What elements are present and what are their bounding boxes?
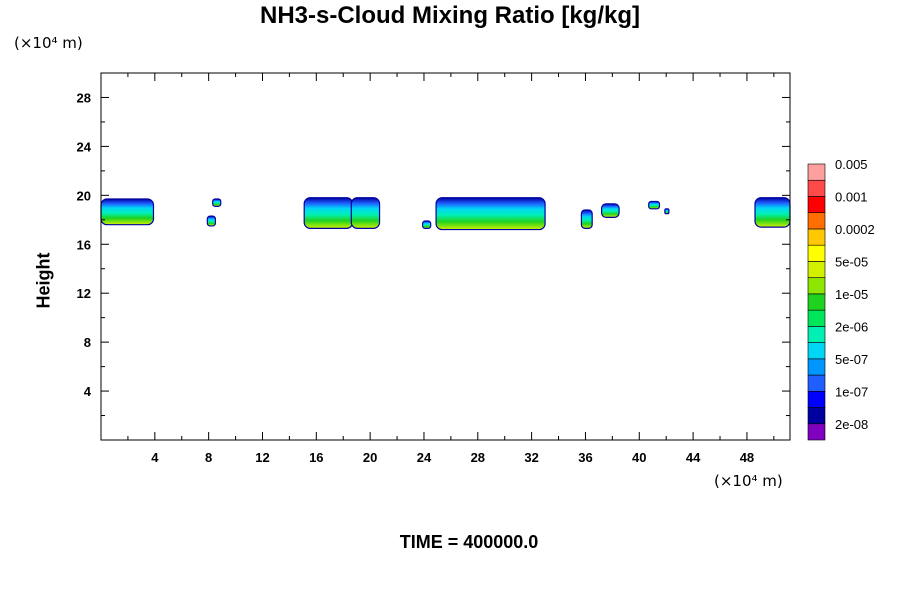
plot-frame bbox=[100, 72, 791, 441]
colorbar-segment bbox=[807, 179, 826, 197]
cloud-patch-3 bbox=[303, 197, 354, 229]
colorbar-label: 0.0002 bbox=[835, 222, 875, 237]
colorbar: 2e-08 1e-07 5e-07 2e-06 1e-05 5e-05 0.0002 0.00… bbox=[807, 157, 875, 441]
cloud-patch-10 bbox=[664, 208, 670, 215]
colorbar-segment bbox=[807, 277, 826, 295]
y-tick-label: 24 bbox=[77, 139, 92, 154]
cloud-patch-8 bbox=[601, 203, 620, 218]
x-tick-label: 16 bbox=[309, 450, 323, 465]
x-tick-label: 32 bbox=[524, 450, 538, 465]
cloud-patch-4 bbox=[350, 197, 381, 229]
colorbar-label: 1e-05 bbox=[835, 287, 868, 302]
y-tick-label: 16 bbox=[77, 237, 91, 252]
colorbar-label: 5e-05 bbox=[835, 254, 868, 269]
colorbar-segment bbox=[807, 196, 826, 214]
colorbar-segment bbox=[807, 342, 826, 360]
x-tick-label: 12 bbox=[255, 450, 269, 465]
colorbar-segment bbox=[807, 293, 826, 311]
chart-title: NH3-s-Cloud Mixing Ratio [kg/kg] bbox=[260, 2, 640, 29]
x-tick-label: 8 bbox=[205, 450, 212, 465]
colorbar-segment bbox=[807, 261, 826, 278]
y-tick-label: 4 bbox=[84, 384, 92, 399]
colorbar-segment bbox=[807, 374, 826, 392]
colorbar-segment bbox=[807, 163, 826, 181]
x-axis-ticks: 4 8 12 16 20 24 28 32 36 40 44 48 bbox=[127, 73, 775, 465]
cloud-patch-7 bbox=[580, 209, 593, 229]
x-tick-label: 40 bbox=[632, 450, 646, 465]
colorbar-label: 2e-06 bbox=[835, 319, 868, 334]
colorbar-segment bbox=[807, 407, 826, 425]
colorbar-segment bbox=[807, 326, 826, 343]
y-tick-label: 20 bbox=[77, 188, 91, 203]
x-axis-unit: (×10⁴ m) bbox=[714, 472, 783, 490]
y-axis-unit: (×10⁴ m) bbox=[14, 34, 83, 52]
x-tick-label: 28 bbox=[471, 450, 485, 465]
cloud-patch-5 bbox=[422, 220, 432, 229]
y-tick-label: 8 bbox=[84, 335, 91, 350]
colorbar-segment bbox=[807, 423, 826, 441]
x-tick-label: 48 bbox=[740, 450, 754, 465]
colorbar-label: 0.001 bbox=[835, 189, 868, 204]
colorbar-label: 1e-07 bbox=[835, 384, 868, 399]
x-tick-label: 20 bbox=[363, 450, 377, 465]
colorbar-segment bbox=[807, 244, 826, 262]
y-tick-label: 28 bbox=[77, 90, 91, 105]
colorbar-segment bbox=[807, 212, 826, 230]
cloud-patch-9 bbox=[648, 200, 661, 210]
y-axis-ticks: 4 8 12 16 20 24 28 bbox=[77, 90, 790, 417]
cloud-patches bbox=[100, 197, 791, 231]
cloud-patch-11 bbox=[754, 197, 791, 228]
cloud-patch-6 bbox=[435, 197, 546, 231]
colorbar-segment bbox=[807, 390, 826, 408]
colorbar-segment bbox=[807, 309, 826, 327]
time-annotation: TIME = 400000.0 bbox=[399, 532, 539, 552]
y-tick-label: 12 bbox=[77, 286, 91, 301]
colorbar-label: 2e-08 bbox=[835, 417, 868, 432]
x-tick-label: 24 bbox=[417, 450, 432, 465]
x-tick-label: 36 bbox=[578, 450, 592, 465]
colorbar-segment bbox=[807, 358, 826, 376]
cloud-patch-2 bbox=[212, 198, 222, 207]
x-tick-label: 4 bbox=[151, 450, 159, 465]
colorbar-label: 5e-07 bbox=[835, 352, 868, 367]
x-tick-label: 44 bbox=[686, 450, 701, 465]
cloud-patch-0 bbox=[100, 198, 155, 226]
colorbar-label: 0.005 bbox=[835, 157, 868, 172]
colorbar-segment bbox=[807, 228, 826, 246]
cloud-patch-1 bbox=[206, 215, 216, 227]
